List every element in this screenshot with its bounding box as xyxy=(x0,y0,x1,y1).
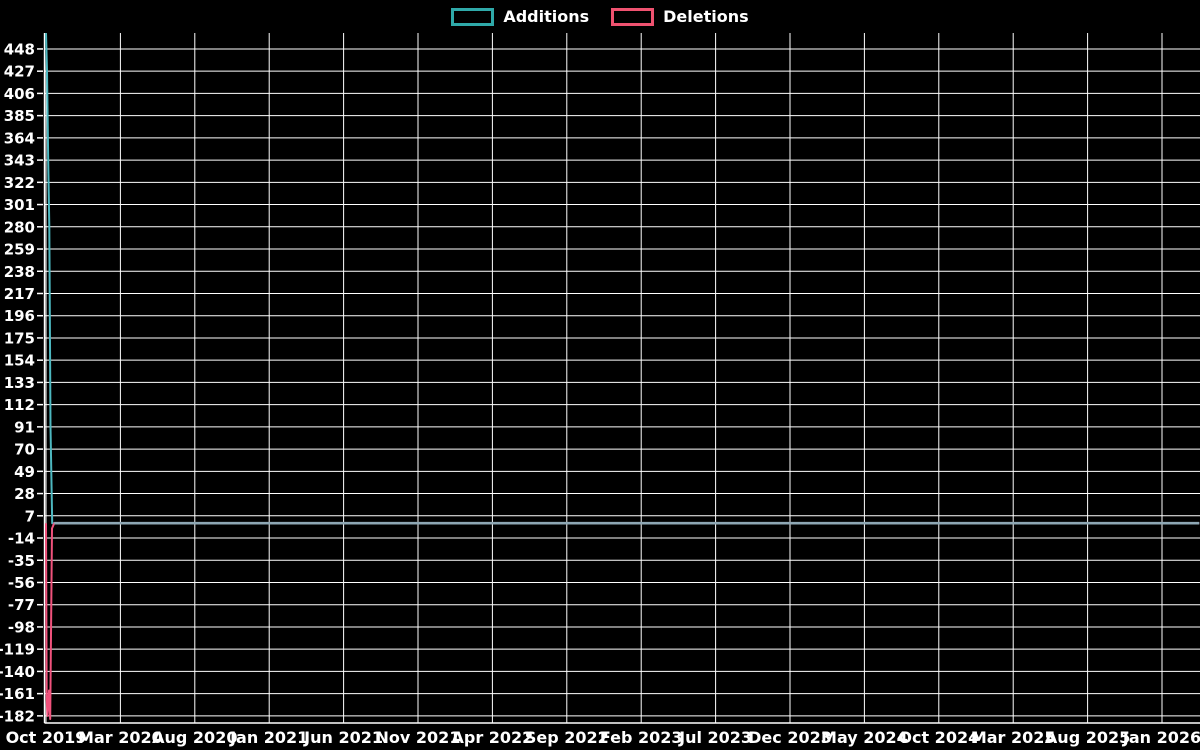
y-tick-label: 385 xyxy=(4,107,35,125)
x-tick-label: Jan 2021 xyxy=(229,728,308,747)
x-tick-label: Feb 2023 xyxy=(600,728,683,747)
x-tick-label: Jul 2023 xyxy=(678,728,752,747)
x-tick-label: Apr 2022 xyxy=(451,728,533,747)
y-tick-label: 70 xyxy=(14,441,35,459)
y-tick-label: 259 xyxy=(4,241,35,259)
y-tick-label: -98 xyxy=(8,618,35,636)
y-tick-label: 406 xyxy=(4,85,35,103)
y-tick-label: 91 xyxy=(14,418,35,436)
y-tick-label: 343 xyxy=(4,152,35,170)
y-tick-label: -119 xyxy=(0,641,35,659)
y-tick-label: 7 xyxy=(25,507,35,525)
x-tick-label: Mar 2025 xyxy=(971,728,1056,747)
x-tick-label: Aug 2020 xyxy=(152,728,237,747)
y-tick-label: 364 xyxy=(4,129,35,147)
deletions-line xyxy=(45,522,1200,720)
legend-label-additions: Additions xyxy=(503,7,590,26)
y-tick-label: 49 xyxy=(14,463,35,481)
y-tick-label: 238 xyxy=(4,263,35,281)
y-tick-label: 196 xyxy=(4,307,35,325)
y-tick-label: -14 xyxy=(8,530,35,548)
x-tick-label: Oct 2024 xyxy=(898,728,979,747)
y-tick-label: 427 xyxy=(4,63,35,81)
y-tick-label: 322 xyxy=(4,174,35,192)
x-tick-label: Dec 2023 xyxy=(748,728,832,747)
x-tick-label: Sep 2022 xyxy=(525,728,609,747)
y-tick-label: -182 xyxy=(0,707,35,725)
y-tick-label: 28 xyxy=(14,485,35,503)
y-tick-label: 175 xyxy=(4,329,35,347)
y-tick-label: -56 xyxy=(8,574,35,592)
legend-item-additions[interactable]: Additions xyxy=(451,7,589,26)
y-tick-label: 448 xyxy=(4,40,35,58)
y-tick-label: -161 xyxy=(0,685,35,703)
y-tick-label: -35 xyxy=(8,552,35,570)
additions-line xyxy=(45,33,1200,525)
y-tick-label: 154 xyxy=(4,352,35,370)
x-tick-label: May 2024 xyxy=(821,728,908,747)
x-tick-label: Oct 2019 xyxy=(6,728,87,747)
x-tick-label: Nov 2021 xyxy=(376,728,461,747)
deletions-swatch-icon xyxy=(611,7,655,26)
legend-label-deletions: Deletions xyxy=(663,7,749,26)
y-tick-label: -77 xyxy=(8,596,35,614)
y-tick-label: 112 xyxy=(4,396,35,414)
y-tick-label: 301 xyxy=(4,196,35,214)
legend-item-deletions[interactable]: Deletions xyxy=(611,7,749,26)
x-tick-label: Jan 2026 xyxy=(1122,728,1200,747)
y-tick-label: -140 xyxy=(0,663,35,681)
y-tick-label: 217 xyxy=(4,285,35,303)
x-tick-label: Aug 2025 xyxy=(1045,728,1130,747)
additions-swatch-icon xyxy=(451,7,495,26)
x-tick-label: Mar 2020 xyxy=(78,728,163,747)
y-tick-label: 133 xyxy=(4,374,35,392)
x-tick-label: Jun 2021 xyxy=(303,728,383,747)
y-tick-label: 280 xyxy=(4,218,35,236)
chart-legend: Additions Deletions xyxy=(0,7,1200,26)
